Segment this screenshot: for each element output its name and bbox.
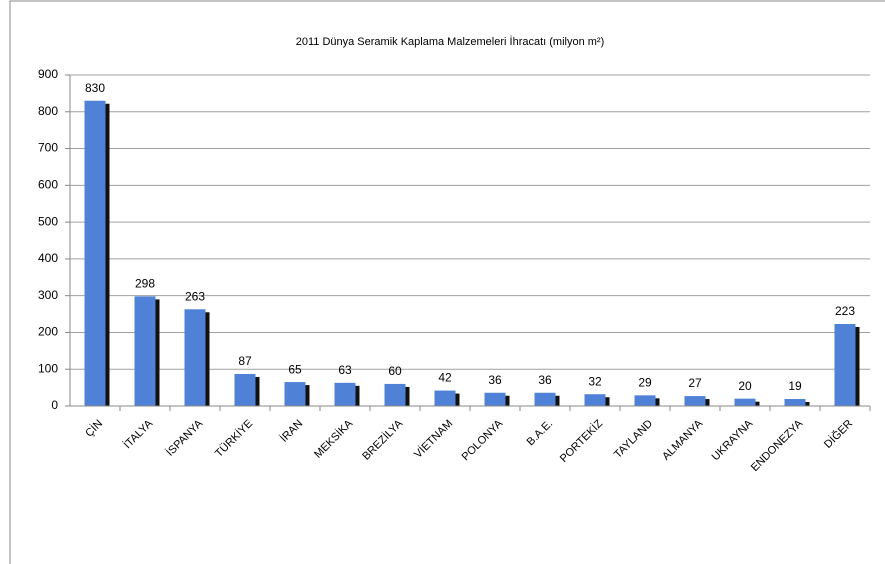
x-tick-label: ÇİN	[83, 417, 106, 440]
y-tick-label: 500	[38, 214, 58, 228]
x-tick-label: PORTEKİZ	[557, 417, 605, 465]
data-label: 36	[488, 373, 502, 387]
x-tick-label: İRAN	[277, 417, 305, 445]
chart-frame	[9, 0, 885, 564]
y-tick-label: 0	[51, 398, 58, 412]
data-label: 19	[788, 379, 802, 393]
bar	[184, 309, 206, 406]
x-tick-label: İSPANYA	[163, 417, 205, 459]
data-label: 27	[688, 376, 702, 390]
bar	[534, 392, 556, 406]
x-tick-label: DİĞER	[821, 417, 855, 451]
bar	[134, 296, 156, 406]
x-tick-label: MEKSİKA	[311, 417, 355, 461]
x-tick-label: İTALYA	[121, 417, 156, 452]
data-label: 60	[388, 364, 402, 378]
bar	[734, 398, 756, 406]
bar	[284, 382, 306, 406]
data-label: 20	[738, 379, 752, 393]
bar	[584, 394, 606, 406]
data-label: 63	[338, 363, 352, 377]
x-tick-label: TÜRKİYE	[212, 417, 255, 460]
x-tick-label: POLONYA	[460, 417, 506, 463]
bar	[384, 383, 406, 406]
data-label: 42	[438, 371, 452, 385]
data-label: 223	[835, 304, 855, 318]
data-label: 830	[85, 81, 105, 95]
y-tick-label: 600	[38, 178, 58, 192]
bar	[784, 399, 806, 406]
y-tick-label: 700	[38, 141, 58, 155]
bar	[234, 374, 256, 406]
bar	[84, 100, 106, 406]
y-tick-label: 900	[38, 67, 58, 81]
x-tick-label: BREZİLYA	[360, 417, 406, 463]
x-tick-label: UKRAYNA	[710, 417, 756, 463]
y-tick-label: 400	[38, 251, 58, 265]
y-tick-label: 100	[38, 361, 58, 375]
bar	[434, 390, 456, 406]
bar	[834, 323, 856, 406]
data-label: 87	[238, 354, 252, 368]
x-tick-label: TAYLAND	[612, 418, 655, 461]
y-tick-label: 200	[38, 325, 58, 339]
y-tick-label: 300	[38, 288, 58, 302]
chart-title: 2011 Dünya Seramik Kaplama Malzemeleri İ…	[296, 35, 605, 48]
data-label: 65	[288, 362, 302, 376]
bar	[684, 396, 706, 406]
y-tick-label: 800	[38, 104, 58, 118]
x-tick-label: B.A.E.	[525, 418, 556, 449]
bar	[634, 395, 656, 406]
x-tick-label: ALMANYA	[660, 417, 706, 463]
data-label: 29	[638, 376, 652, 390]
bar	[484, 392, 506, 406]
x-tick-label: VİETNAM	[411, 417, 455, 461]
data-label: 263	[185, 289, 205, 303]
data-label: 32	[588, 374, 602, 388]
data-label: 36	[538, 373, 552, 387]
data-label: 298	[135, 277, 155, 291]
x-tick-label: ENDONEZYA	[749, 417, 806, 474]
bar	[334, 382, 356, 406]
